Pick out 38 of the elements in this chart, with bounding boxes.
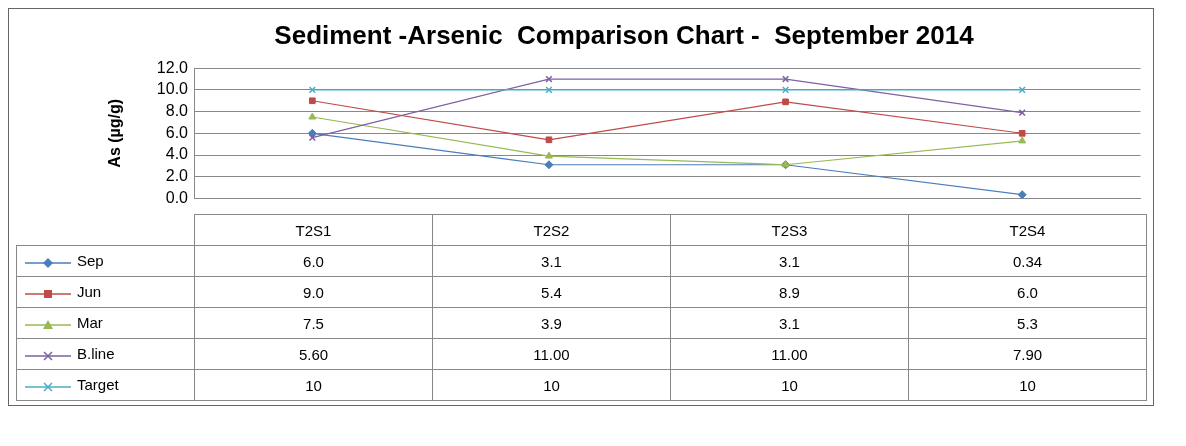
data-label: 0.34 <box>908 245 1147 277</box>
y-axis-title: As (µg/g) <box>106 98 124 168</box>
legend-label: Sep <box>77 252 104 270</box>
data-label: 10 <box>194 369 433 401</box>
data-label: 6.0 <box>908 276 1147 308</box>
x-tick-label: T2S3 <box>670 214 909 246</box>
legend-label: Jun <box>77 283 102 301</box>
x-tick-label: T2S2 <box>432 214 671 246</box>
y-tick-label: 2.0 <box>165 167 189 185</box>
x-tick-label: T2S1 <box>194 214 433 246</box>
data-label: 5.3 <box>908 307 1147 339</box>
legend-label: Target <box>77 376 119 394</box>
data-label: 3.9 <box>432 307 671 339</box>
data-label: 10 <box>908 369 1147 401</box>
data-label: 11.00 <box>670 338 909 370</box>
legend-label: B.line <box>77 345 115 363</box>
legend-label: Mar <box>77 314 103 332</box>
data-label: 10 <box>670 369 909 401</box>
data-label: 3.1 <box>670 307 909 339</box>
y-tick-label: 12.0 <box>156 58 189 76</box>
data-label: 5.4 <box>432 276 671 308</box>
y-tick-label: 6.0 <box>165 123 189 141</box>
data-label: 3.1 <box>670 245 909 277</box>
data-label: 9.0 <box>194 276 433 308</box>
data-label: 3.1 <box>432 245 671 277</box>
chart-title: Sediment -Arsenic Comparison Chart - September 2014 <box>274 19 975 50</box>
y-tick-label: 0.0 <box>165 188 189 206</box>
y-tick-label: 8.0 <box>165 102 189 120</box>
y-tick-label: 4.0 <box>165 145 189 163</box>
y-tick-label: 10.0 <box>156 80 189 98</box>
x-tick-label: T2S4 <box>908 214 1147 246</box>
data-label: 7.5 <box>194 307 433 339</box>
data-label: 11.00 <box>432 338 671 370</box>
data-label: 5.60 <box>194 338 433 370</box>
data-label: 10 <box>432 369 671 401</box>
data-label: 6.0 <box>194 245 433 277</box>
data-label: 7.90 <box>908 338 1147 370</box>
data-label: 8.9 <box>670 276 909 308</box>
